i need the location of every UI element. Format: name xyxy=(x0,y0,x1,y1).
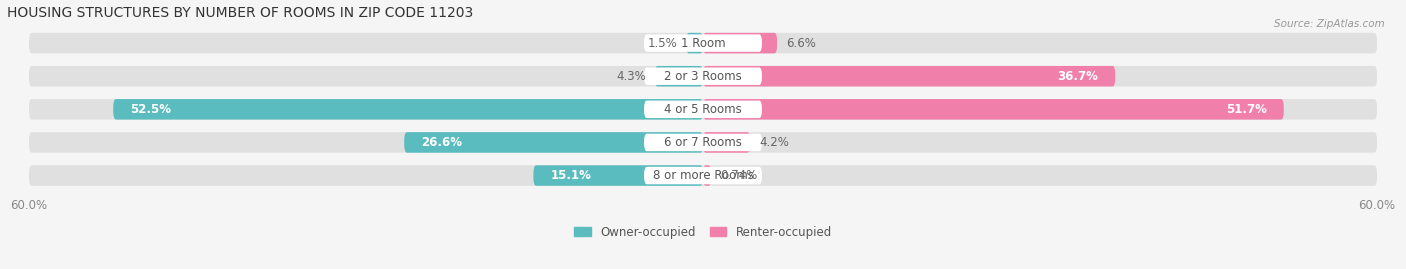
Text: 6.6%: 6.6% xyxy=(786,37,815,49)
FancyBboxPatch shape xyxy=(30,165,1376,186)
FancyBboxPatch shape xyxy=(404,132,703,153)
FancyBboxPatch shape xyxy=(30,132,1376,153)
FancyBboxPatch shape xyxy=(644,34,762,52)
FancyBboxPatch shape xyxy=(30,33,1376,53)
Text: 4.2%: 4.2% xyxy=(759,136,789,149)
FancyBboxPatch shape xyxy=(114,99,703,120)
FancyBboxPatch shape xyxy=(686,33,703,53)
Legend: Owner-occupied, Renter-occupied: Owner-occupied, Renter-occupied xyxy=(574,225,832,239)
FancyBboxPatch shape xyxy=(703,165,711,186)
FancyBboxPatch shape xyxy=(644,68,762,85)
Text: Source: ZipAtlas.com: Source: ZipAtlas.com xyxy=(1274,19,1385,29)
Text: HOUSING STRUCTURES BY NUMBER OF ROOMS IN ZIP CODE 11203: HOUSING STRUCTURES BY NUMBER OF ROOMS IN… xyxy=(7,6,472,20)
Text: 26.6%: 26.6% xyxy=(420,136,463,149)
FancyBboxPatch shape xyxy=(655,66,703,86)
Text: 6 or 7 Rooms: 6 or 7 Rooms xyxy=(664,136,742,149)
Text: 52.5%: 52.5% xyxy=(131,103,172,116)
Text: 8 or more Rooms: 8 or more Rooms xyxy=(652,169,754,182)
FancyBboxPatch shape xyxy=(30,99,1376,120)
FancyBboxPatch shape xyxy=(644,134,762,151)
FancyBboxPatch shape xyxy=(703,33,778,53)
FancyBboxPatch shape xyxy=(703,132,751,153)
FancyBboxPatch shape xyxy=(533,165,703,186)
Text: 4.3%: 4.3% xyxy=(616,70,645,83)
FancyBboxPatch shape xyxy=(30,66,1376,86)
Text: 2 or 3 Rooms: 2 or 3 Rooms xyxy=(664,70,742,83)
Text: 15.1%: 15.1% xyxy=(550,169,591,182)
Text: 4 or 5 Rooms: 4 or 5 Rooms xyxy=(664,103,742,116)
FancyBboxPatch shape xyxy=(644,167,762,184)
FancyBboxPatch shape xyxy=(703,99,1284,120)
Text: 1 Room: 1 Room xyxy=(681,37,725,49)
Text: 51.7%: 51.7% xyxy=(1226,103,1267,116)
Text: 36.7%: 36.7% xyxy=(1057,70,1098,83)
FancyBboxPatch shape xyxy=(644,101,762,118)
Text: 1.5%: 1.5% xyxy=(647,37,678,49)
Text: 0.74%: 0.74% xyxy=(720,169,758,182)
FancyBboxPatch shape xyxy=(703,66,1115,86)
